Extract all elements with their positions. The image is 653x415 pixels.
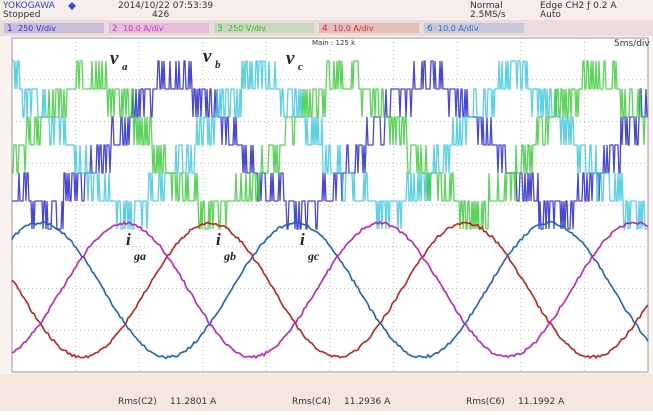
measure-name: Rms(C6) [466,397,505,407]
label-iga: i [126,230,131,249]
channel-scale: 250 V/div [18,24,56,33]
trigger-mode: Auto [540,10,561,20]
label-va-sub: a [122,61,128,73]
label-vc: v [286,48,295,69]
measure-value: 11.2801 A [170,397,217,407]
channel-scale: 10.0 A/div [438,24,479,33]
channel-scale: 10.0 A/div [333,24,374,33]
measure-name: Rms(C4) [292,397,331,407]
count: 426 [152,10,169,20]
channel-number: 2 [112,24,118,34]
channel-scale: 250 V/div [228,24,266,33]
label-vb-sub: b [215,59,221,71]
main-info: Main : 125 k [312,39,356,47]
measure-value: 11.1992 A [518,397,565,407]
label-igb-sub: gb [223,249,236,263]
timebase: 5ms/div [614,39,650,49]
channel-number: 4 [322,24,328,34]
measure-value: 11.2936 A [344,397,391,407]
channel-number: 1 [7,24,13,34]
channel-number: 3 [217,24,223,34]
sample-rate: 2.5MS/s [470,10,506,20]
label-iga-sub: ga [133,249,146,263]
status: Stopped [3,10,40,20]
oscilloscope-screen: YOKOGAWA Stopped 2014/10/22 07:53:39 426… [0,0,653,411]
label-va: v [110,48,119,69]
channel-number: 6 [427,24,433,34]
label-vc-sub: c [298,61,303,73]
label-igc: i [300,230,305,249]
label-vb: v [203,46,212,67]
channel-scale: 10.0 A/div [123,24,164,33]
measure-name: Rms(C2) [118,397,157,407]
label-igb: i [216,230,221,249]
label-igc-sub: gc [307,249,320,263]
